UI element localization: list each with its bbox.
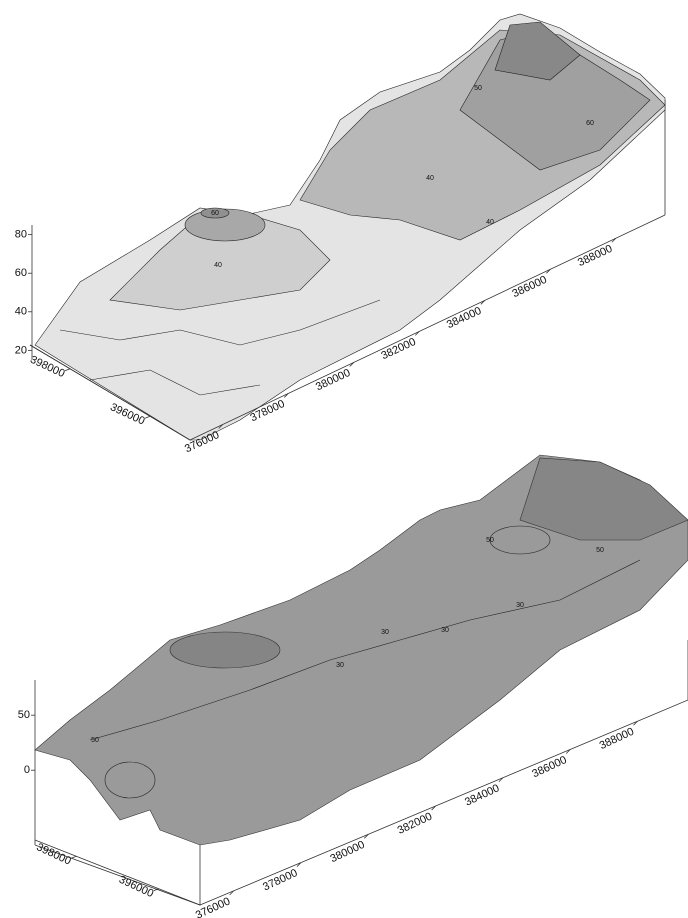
contour-label: 50 xyxy=(486,537,494,544)
z-tick-label: 50 xyxy=(18,709,30,721)
contour-band xyxy=(520,458,688,540)
page: {"chart_data": [ {"type": "surface3d", "… xyxy=(0,0,688,918)
contour-band xyxy=(170,632,280,668)
y-tick-label: 398000 xyxy=(34,841,72,867)
x-tick-label: 376000 xyxy=(194,895,232,918)
contour-label: 30 xyxy=(381,629,389,636)
contour-label: 40 xyxy=(486,219,494,226)
contour-label: 40 xyxy=(214,262,222,269)
contour-label: 30 xyxy=(336,662,344,669)
contour-label: 50 xyxy=(596,547,604,554)
y-tick-label: 396000 xyxy=(117,874,155,900)
contour-label: 40 xyxy=(426,175,434,182)
x-tick-label: 382000 xyxy=(379,336,417,362)
x-tick-label: 384000 xyxy=(445,305,483,331)
contour-label: 30 xyxy=(441,627,449,634)
contour-label: 60 xyxy=(211,210,219,217)
z-tick-label: 40 xyxy=(15,306,27,318)
contour-label: 30 xyxy=(516,602,524,609)
z-tick-label: 20 xyxy=(15,344,27,356)
z-tick-label: 80 xyxy=(15,229,27,241)
figure: 3760003780003800003820003840003860003880… xyxy=(0,0,688,918)
contour-label: 50 xyxy=(91,737,99,744)
contour-label: 60 xyxy=(586,120,594,127)
x-tick-label: 386000 xyxy=(510,274,548,300)
x-tick-label: 380000 xyxy=(314,367,352,393)
z-tick-label: 60 xyxy=(15,267,27,279)
contour-label: 50 xyxy=(474,85,482,92)
x-tick-label: 388000 xyxy=(576,243,614,269)
z-tick-label: 0 xyxy=(24,764,30,776)
